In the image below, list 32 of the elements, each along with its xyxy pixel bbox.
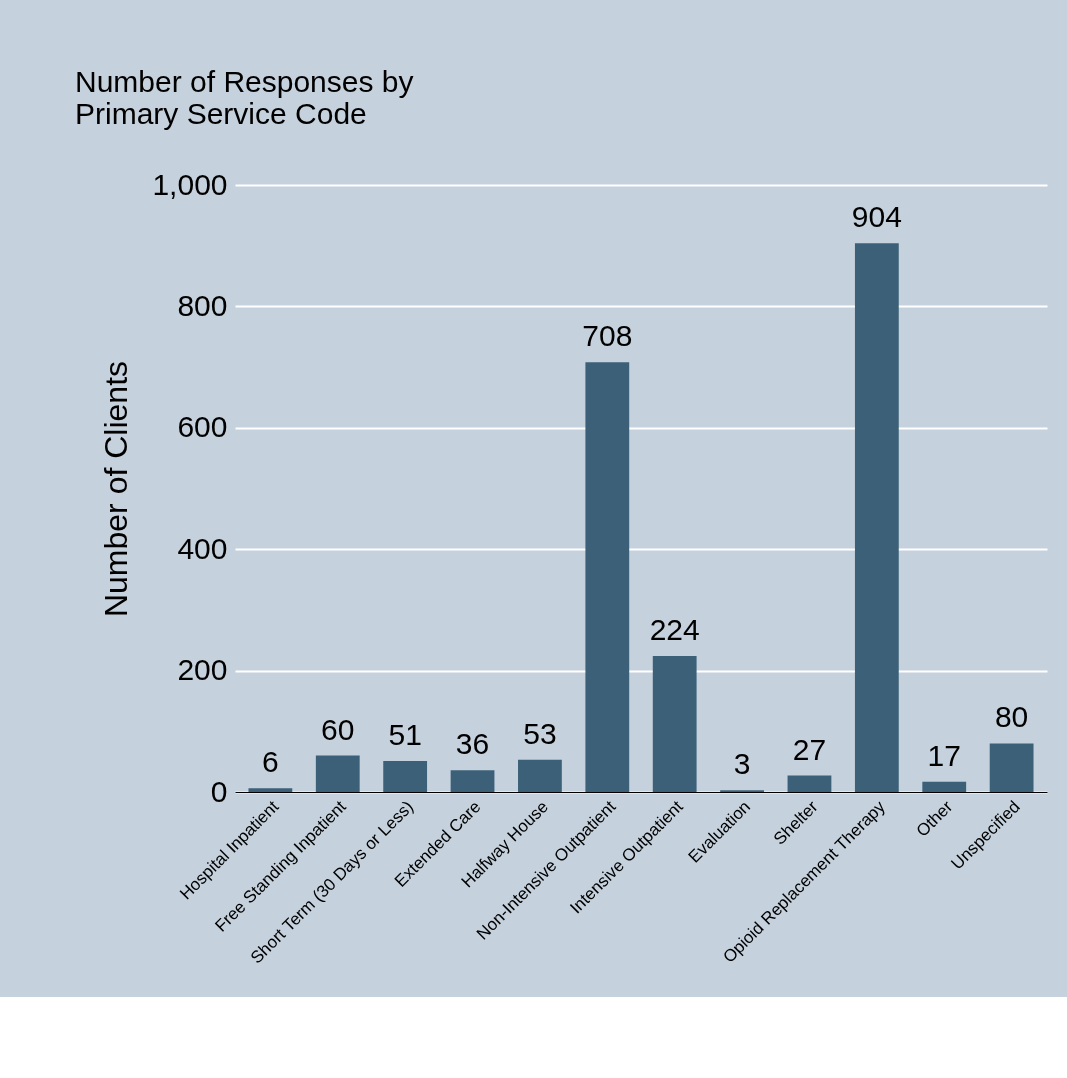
- data-label: 708: [582, 319, 633, 353]
- y-tick-label: 600: [177, 410, 228, 444]
- bar: [989, 743, 1034, 792]
- data-label: 36: [455, 727, 490, 761]
- bar: [383, 761, 428, 792]
- bar: [787, 775, 832, 792]
- data-label: 53: [523, 716, 557, 750]
- data-label: 224: [649, 613, 700, 647]
- bar: [315, 755, 360, 792]
- bar: [248, 788, 293, 792]
- bar: [450, 770, 495, 792]
- y-tick-label: 200: [177, 653, 228, 687]
- bar: [652, 656, 697, 792]
- data-label: 6: [262, 745, 279, 779]
- data-label: 904: [851, 200, 902, 234]
- text: Number of Responses by: [75, 65, 414, 98]
- data-label: 51: [388, 718, 422, 752]
- data-label: 17: [927, 738, 961, 772]
- y-axis-title: Number of Clients: [98, 360, 135, 618]
- y-tick-label: 0: [210, 774, 228, 808]
- y-tick-label: 400: [177, 531, 228, 565]
- y-tick-label: 800: [177, 288, 228, 322]
- bar: [585, 362, 630, 792]
- data-label: 3: [733, 747, 751, 781]
- bar: [854, 243, 899, 792]
- bar: [518, 759, 562, 792]
- data-label: 80: [994, 700, 1029, 734]
- data-label: 27: [792, 732, 827, 766]
- bar: [922, 781, 967, 792]
- y-tick-label: 1,000: [152, 167, 228, 201]
- data-label: 60: [321, 712, 355, 746]
- text: Primary Service Code: [75, 97, 367, 130]
